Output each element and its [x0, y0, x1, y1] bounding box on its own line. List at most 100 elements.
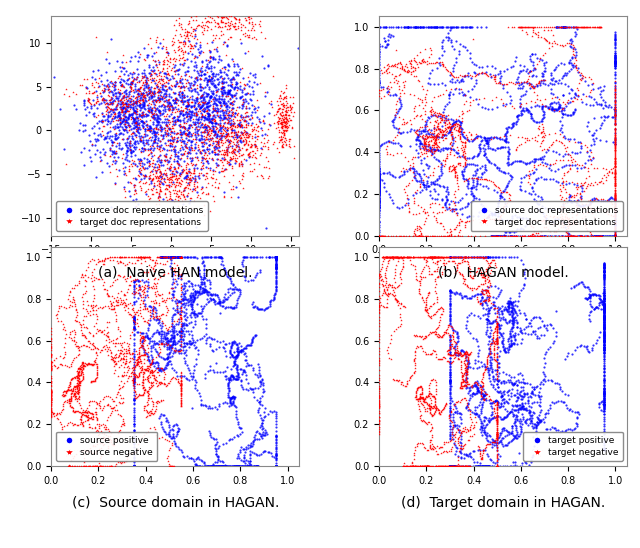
Point — [598, 307, 609, 316]
Point — [152, 139, 162, 147]
Point — [138, 391, 148, 399]
Point — [168, 113, 178, 122]
Point — [595, 231, 605, 240]
Point — [134, 353, 144, 362]
Point — [384, 138, 394, 146]
Point — [171, 55, 181, 64]
Point — [166, 331, 176, 340]
Point — [150, 289, 160, 298]
Point — [201, 74, 211, 83]
Point — [168, 163, 179, 172]
Point — [124, 140, 134, 149]
Point — [254, 398, 264, 407]
Point — [571, 182, 581, 191]
Point — [232, 102, 243, 111]
Point — [207, 461, 218, 470]
Point — [190, 98, 200, 107]
Point — [507, 312, 517, 321]
Point — [224, 161, 234, 170]
Point — [266, 100, 276, 109]
Point — [431, 329, 441, 338]
Point — [271, 253, 281, 261]
Point — [556, 202, 566, 210]
Point — [436, 406, 446, 415]
Point — [223, 157, 234, 166]
Point — [428, 311, 438, 319]
Point — [587, 204, 597, 213]
Point — [88, 344, 99, 353]
Point — [200, 125, 211, 134]
Point — [218, 187, 228, 196]
Point — [237, 121, 247, 129]
Point — [527, 453, 537, 462]
Point — [174, 174, 184, 183]
Point — [488, 332, 499, 341]
Point — [429, 136, 440, 145]
Point — [440, 328, 450, 336]
Point — [141, 116, 152, 125]
Point — [151, 373, 161, 382]
Point — [189, 184, 200, 192]
Point — [570, 407, 580, 416]
Point — [186, 138, 196, 146]
Point — [88, 441, 99, 449]
Point — [135, 136, 145, 145]
Point — [216, 94, 227, 103]
Point — [598, 391, 609, 400]
Point — [429, 401, 439, 410]
Point — [129, 461, 139, 470]
Point — [481, 139, 491, 148]
Point — [449, 124, 460, 133]
Point — [168, 137, 179, 146]
Point — [374, 176, 384, 185]
Point — [598, 272, 609, 281]
Point — [433, 449, 444, 458]
Point — [271, 461, 281, 470]
Point — [449, 354, 459, 363]
Point — [410, 171, 420, 180]
Point — [234, 160, 244, 169]
Point — [269, 111, 279, 119]
Point — [218, 165, 228, 174]
Point — [217, 254, 227, 262]
Point — [477, 425, 488, 434]
Point — [434, 54, 444, 62]
Point — [129, 106, 139, 115]
Point — [611, 95, 621, 104]
Point — [223, 383, 234, 392]
Point — [500, 316, 511, 324]
Point — [435, 61, 445, 70]
Point — [210, 441, 220, 449]
Point — [189, 101, 200, 110]
Point — [206, 92, 216, 100]
Point — [238, 20, 248, 29]
Point — [384, 255, 394, 264]
Point — [416, 253, 426, 261]
Point — [524, 318, 534, 327]
Point — [546, 231, 556, 240]
Point — [492, 328, 502, 336]
Point — [79, 161, 89, 169]
Point — [586, 204, 596, 213]
Point — [436, 129, 447, 138]
Point — [605, 231, 615, 240]
Point — [136, 117, 147, 125]
Point — [160, 334, 170, 343]
Point — [74, 343, 84, 352]
Point — [427, 253, 437, 261]
Point — [218, 458, 228, 466]
Point — [179, 253, 189, 261]
Point — [159, 176, 169, 185]
Point — [116, 153, 127, 162]
Point — [454, 422, 465, 431]
Point — [68, 386, 78, 395]
Point — [426, 49, 436, 58]
Point — [430, 180, 440, 189]
Point — [553, 215, 563, 224]
Point — [182, 102, 192, 111]
Point — [456, 409, 467, 418]
Point — [181, 161, 191, 169]
Point — [283, 116, 293, 125]
Point — [93, 327, 103, 336]
Point — [130, 447, 140, 456]
